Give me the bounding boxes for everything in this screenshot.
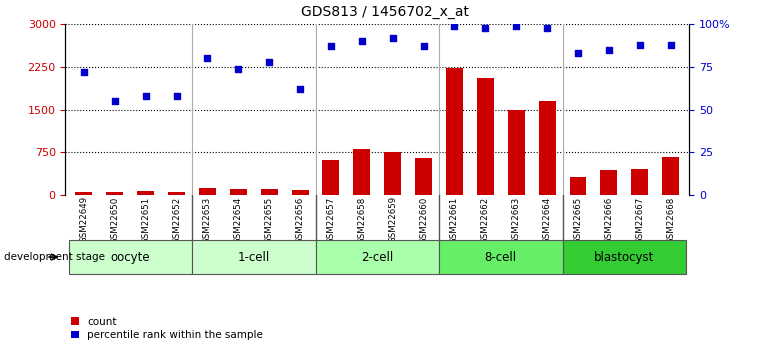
Bar: [69, 240, 192, 274]
Bar: [384, 152, 401, 195]
Bar: [446, 68, 463, 195]
Text: GSM22666: GSM22666: [604, 196, 614, 244]
Point: [201, 56, 213, 61]
Text: oocyte: oocyte: [110, 250, 150, 264]
Text: GSM22656: GSM22656: [296, 196, 305, 244]
Bar: [192, 240, 316, 274]
Bar: [563, 240, 686, 274]
Point: [603, 47, 615, 52]
Bar: [261, 189, 278, 195]
Text: GSM22652: GSM22652: [172, 196, 181, 244]
Point: [294, 86, 306, 92]
Text: GDS813 / 1456702_x_at: GDS813 / 1456702_x_at: [301, 5, 469, 19]
Bar: [323, 160, 340, 195]
Text: development stage: development stage: [4, 252, 105, 262]
Text: GSM22662: GSM22662: [481, 196, 490, 244]
Bar: [353, 149, 370, 195]
Point: [139, 93, 152, 99]
Bar: [477, 78, 494, 195]
Text: GSM22658: GSM22658: [357, 196, 367, 244]
Point: [387, 35, 399, 41]
Bar: [570, 177, 587, 195]
Bar: [662, 157, 679, 195]
Point: [634, 42, 646, 47]
Bar: [230, 189, 247, 195]
Point: [572, 50, 584, 56]
Text: GSM22655: GSM22655: [265, 196, 273, 244]
Text: GSM22665: GSM22665: [574, 196, 582, 244]
Bar: [106, 193, 123, 195]
Text: GSM22659: GSM22659: [388, 196, 397, 243]
Text: GSM22663: GSM22663: [512, 196, 521, 244]
Point: [78, 69, 90, 75]
Point: [665, 42, 677, 47]
Bar: [199, 188, 216, 195]
Point: [479, 25, 491, 30]
Text: GSM22654: GSM22654: [234, 196, 243, 244]
Text: GSM22668: GSM22668: [666, 196, 675, 244]
Text: 2-cell: 2-cell: [361, 250, 393, 264]
Text: GSM22667: GSM22667: [635, 196, 644, 244]
Text: GSM22664: GSM22664: [543, 196, 551, 244]
Point: [510, 23, 522, 29]
Text: GSM22660: GSM22660: [419, 196, 428, 244]
Text: 8-cell: 8-cell: [485, 250, 517, 264]
Bar: [631, 169, 648, 195]
Text: blastocyst: blastocyst: [594, 250, 654, 264]
Text: GSM22651: GSM22651: [141, 196, 150, 244]
Bar: [316, 240, 439, 274]
Point: [541, 25, 554, 30]
Point: [325, 43, 337, 49]
Bar: [415, 158, 432, 195]
Point: [263, 59, 276, 65]
Point: [417, 43, 430, 49]
Point: [109, 98, 121, 104]
Legend: count, percentile rank within the sample: count, percentile rank within the sample: [71, 317, 263, 340]
Point: [356, 38, 368, 44]
Bar: [601, 170, 618, 195]
Bar: [137, 191, 154, 195]
Text: 1-cell: 1-cell: [238, 250, 270, 264]
Bar: [75, 191, 92, 195]
Text: GSM22661: GSM22661: [450, 196, 459, 244]
Text: GSM22657: GSM22657: [326, 196, 336, 244]
Bar: [507, 109, 524, 195]
Point: [170, 93, 182, 99]
Bar: [439, 240, 563, 274]
Text: GSM22649: GSM22649: [79, 196, 89, 243]
Bar: [292, 190, 309, 195]
Bar: [168, 192, 185, 195]
Point: [233, 66, 245, 71]
Text: GSM22650: GSM22650: [110, 196, 119, 244]
Text: GSM22653: GSM22653: [203, 196, 212, 244]
Bar: [539, 101, 556, 195]
Point: [448, 23, 460, 29]
